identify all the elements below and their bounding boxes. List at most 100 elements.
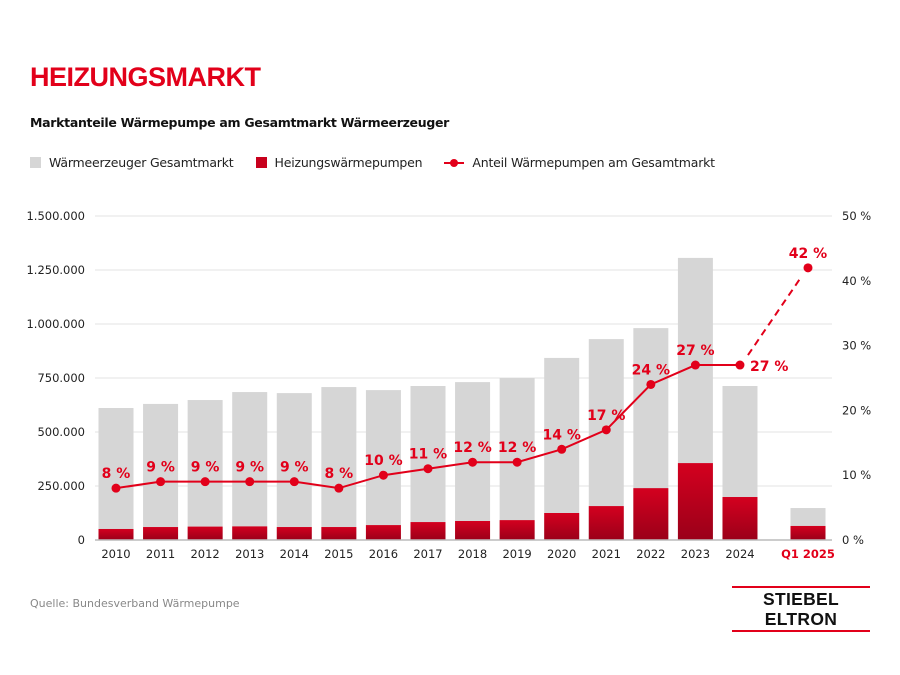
x-tick-label: 2023 — [681, 547, 710, 561]
chart-subtitle: Marktanteile Wärmepumpe am Gesamtmarkt W… — [30, 115, 450, 130]
legend-swatch-gray — [30, 157, 41, 168]
bar-total-2014 — [276, 393, 312, 540]
legend-line-marker-icon — [444, 158, 465, 167]
legend: Wärmeerzeuger Gesamtmarkt Heizungswärmep… — [30, 155, 715, 170]
bar-heatpumps-2015 — [321, 527, 357, 540]
x-tick-label: 2018 — [458, 547, 487, 561]
bar-heatpumps-2017 — [410, 522, 446, 540]
share-point — [803, 263, 813, 273]
share-point — [468, 457, 478, 467]
share-data-label: 27 % — [676, 343, 714, 359]
bar-heatpumps-2022 — [633, 488, 669, 540]
share-data-label: 12 % — [453, 440, 491, 456]
legend-label: Anteil Wärmepumpen am Gesamtmarkt — [472, 155, 715, 170]
share-point — [646, 379, 656, 389]
y-tick-label: 1.250.000 — [26, 263, 85, 277]
bar-heatpumps-2020 — [544, 513, 580, 540]
bar-total-2013 — [232, 392, 268, 540]
y2-tick-label: 50 % — [842, 209, 871, 223]
legend-item-share: Anteil Wärmepumpen am Gesamtmarkt — [444, 155, 715, 170]
legend-swatch-red — [255, 157, 267, 168]
share-data-label: 12 % — [498, 440, 536, 456]
share-point — [423, 464, 433, 474]
x-tick-label: 2020 — [547, 547, 576, 561]
bar-heatpumps-2016 — [365, 525, 401, 540]
y-tick-label: 750.000 — [37, 371, 85, 385]
bar-total-2015 — [321, 387, 357, 540]
source-note: Quelle: Bundesverband Wärmepumpe — [30, 597, 240, 610]
share-point — [111, 483, 121, 493]
bar-total-2010 — [98, 408, 134, 540]
share-data-label: 9 % — [280, 460, 309, 476]
y-tick-label: 500.000 — [37, 425, 85, 439]
share-point — [289, 477, 299, 487]
x-tick-label: 2022 — [636, 547, 665, 561]
legend-item-total: Wärmeerzeuger Gesamtmarkt — [30, 155, 234, 170]
legend-label: Wärmeerzeuger Gesamtmarkt — [49, 155, 234, 170]
x-tick-label: 2014 — [280, 547, 309, 561]
x-tick-label: 2019 — [502, 547, 531, 561]
share-data-label: 9 % — [191, 460, 220, 476]
x-tick-label: 2010 — [101, 547, 130, 561]
share-point — [156, 477, 166, 487]
y-tick-label: 1.000.000 — [26, 317, 85, 331]
share-data-label: 27 % — [750, 359, 788, 375]
x-tick-label: 2016 — [369, 547, 398, 561]
x-tick-label: 2011 — [146, 547, 175, 561]
y-tick-label: 1.500.000 — [26, 209, 85, 223]
page-title: HEIZUNGSMARKT — [30, 62, 261, 92]
share-point — [200, 477, 210, 487]
x-tick-label: 2013 — [235, 547, 264, 561]
share-point — [735, 360, 745, 370]
bar-heatpumps-2024 — [722, 497, 758, 540]
bar-heatpumps-2021 — [588, 506, 624, 540]
share-data-label: 14 % — [543, 427, 581, 443]
bar-heatpumps-Q1-2025 — [790, 525, 826, 540]
share-point — [557, 444, 567, 454]
share-point — [334, 483, 344, 493]
x-tick-label: Q1 2025 — [781, 547, 835, 561]
share-data-label: 9 % — [146, 460, 175, 476]
share-data-label: 11 % — [409, 447, 447, 463]
y2-tick-label: 0 % — [842, 533, 864, 547]
y-tick-label: 250.000 — [37, 479, 85, 493]
bar-total-2016 — [365, 390, 401, 540]
x-tick-label: 2012 — [190, 547, 219, 561]
share-data-label: 9 % — [235, 460, 264, 476]
x-tick-label: 2024 — [725, 547, 754, 561]
y2-tick-label: 30 % — [842, 339, 871, 353]
share-data-label: 8 % — [325, 466, 354, 482]
legend-label: Heizungswärmepumpen — [274, 155, 423, 170]
share-data-label: 8 % — [102, 466, 131, 482]
share-data-label: 24 % — [632, 362, 670, 378]
share-data-label: 17 % — [587, 408, 625, 424]
bar-total-2017 — [410, 385, 446, 540]
y2-tick-label: 20 % — [842, 403, 871, 417]
bar-heatpumps-2014 — [276, 527, 312, 540]
share-point — [690, 360, 700, 370]
x-tick-label: 2021 — [592, 547, 621, 561]
share-data-label: 42 % — [789, 246, 827, 262]
bar-heatpumps-2011 — [143, 527, 179, 540]
y-tick-label: 0 — [78, 533, 85, 547]
share-point — [245, 477, 255, 487]
bar-heatpumps-2010 — [98, 528, 134, 540]
bar-heatpumps-2019 — [499, 520, 535, 540]
share-point — [378, 470, 388, 480]
x-tick-label: 2017 — [413, 547, 442, 561]
share-data-label: 10 % — [364, 453, 402, 469]
bar-total-2012 — [187, 400, 223, 540]
y2-tick-label: 10 % — [842, 468, 871, 482]
share-point — [512, 457, 522, 467]
y2-tick-label: 40 % — [842, 274, 871, 288]
x-tick-label: 2015 — [324, 547, 353, 561]
bar-heatpumps-2012 — [187, 526, 223, 540]
bar-heatpumps-2018 — [455, 520, 491, 540]
brand-logo: STIEBEL ELTRON — [732, 586, 870, 632]
bar-total-2011 — [143, 403, 179, 540]
share-line-projection — [747, 275, 803, 356]
legend-item-heatpumps: Heizungswärmepumpen — [255, 155, 423, 170]
bar-heatpumps-2023 — [677, 463, 713, 540]
share-point — [601, 425, 611, 435]
